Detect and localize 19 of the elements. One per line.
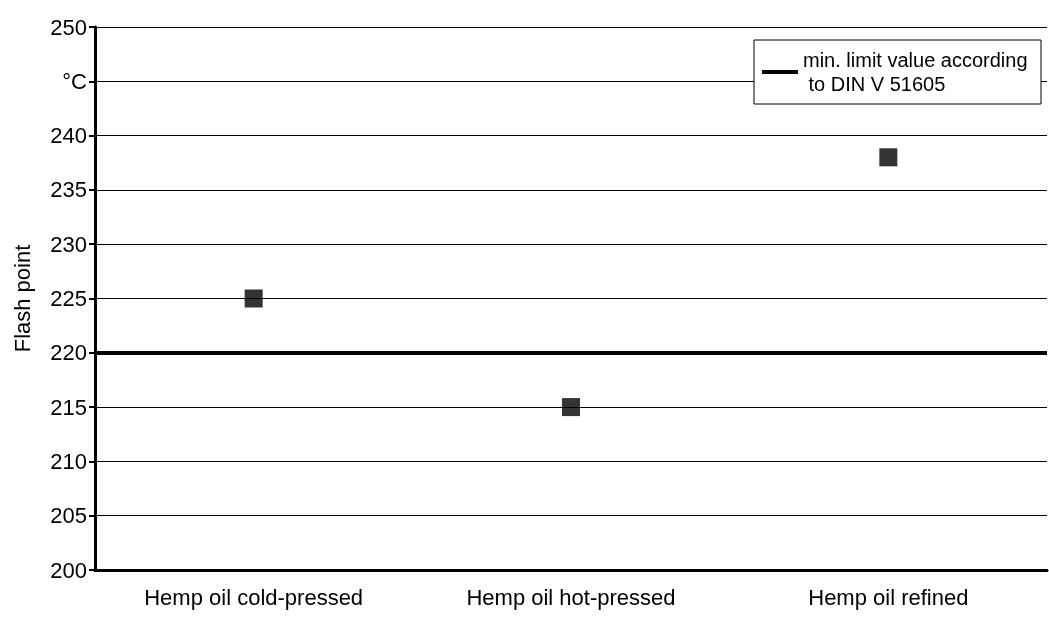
- x-tick-label: Hemp oil hot-pressed: [466, 584, 676, 610]
- y-tick-label: 220: [50, 340, 87, 366]
- y-tick-label: 200: [50, 557, 87, 583]
- point: [879, 148, 898, 167]
- point: [562, 398, 580, 417]
- y-tick-label: 225: [50, 286, 87, 311]
- y-tick-label: 210: [50, 448, 87, 474]
- legend-label: min. limit value according to DIN V 51605: [803, 49, 1028, 95]
- x-tick-label: Hemp oil refined: [808, 584, 969, 610]
- y-tick-label: 235: [50, 177, 87, 203]
- y-tick-label: °C: [62, 68, 88, 94]
- y-axis-title: Flash point: [9, 244, 35, 353]
- y-tick-label: 215: [50, 394, 87, 420]
- x-tick-label: Hemp oil cold-pressed: [144, 584, 364, 610]
- y-tick-label: 205: [50, 503, 87, 529]
- point: [244, 289, 263, 308]
- y-tick-label: 250: [50, 14, 87, 40]
- y-tick-label: 240: [50, 123, 87, 149]
- y-tick-label: 230: [50, 231, 87, 257]
